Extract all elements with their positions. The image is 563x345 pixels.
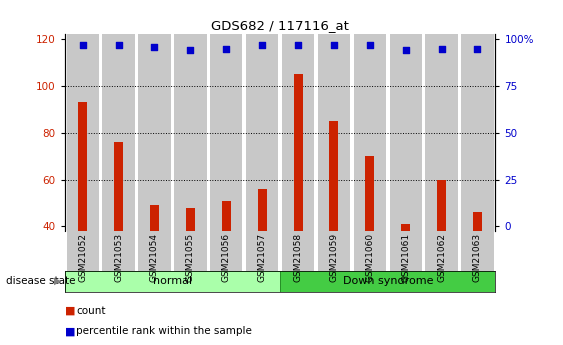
Text: ■: ■ [65, 306, 75, 315]
Point [293, 42, 302, 48]
Bar [174, 34, 207, 231]
Bar [318, 231, 350, 271]
Text: Down syndrome: Down syndrome [342, 276, 433, 286]
Text: GSM21052: GSM21052 [78, 233, 87, 282]
Point [150, 44, 159, 49]
Point [329, 42, 338, 48]
Bar [150, 205, 159, 231]
Text: GSM21062: GSM21062 [437, 233, 446, 282]
Point [114, 42, 123, 48]
Bar [461, 231, 494, 271]
Bar [329, 121, 338, 231]
Point [473, 46, 482, 51]
Text: GSM21059: GSM21059 [329, 233, 338, 282]
Text: disease state: disease state [6, 276, 75, 286]
Text: GSM21055: GSM21055 [186, 233, 195, 282]
Text: ■: ■ [65, 326, 75, 336]
Bar [66, 231, 99, 271]
Bar [280, 271, 495, 292]
Bar [354, 34, 386, 231]
Text: GSM21061: GSM21061 [401, 233, 410, 282]
Title: GDS682 / 117116_at: GDS682 / 117116_at [211, 19, 349, 32]
Bar [246, 231, 278, 271]
Text: GSM21058: GSM21058 [293, 233, 302, 282]
Text: GSM21060: GSM21060 [365, 233, 374, 282]
Bar [473, 213, 482, 231]
Bar [138, 34, 171, 231]
Text: GSM21053: GSM21053 [114, 233, 123, 282]
Text: GSM21056: GSM21056 [222, 233, 231, 282]
Bar [293, 74, 302, 231]
Text: count: count [76, 306, 105, 315]
Bar [138, 231, 171, 271]
Bar [246, 34, 278, 231]
Bar [318, 34, 350, 231]
Bar [102, 34, 135, 231]
Point [401, 48, 410, 53]
Bar [210, 34, 243, 231]
Text: ▶: ▶ [55, 276, 62, 286]
Text: GSM21063: GSM21063 [473, 233, 482, 282]
Point [78, 42, 87, 48]
Bar [66, 34, 99, 231]
Bar [354, 231, 386, 271]
Point [437, 46, 446, 51]
Bar [365, 156, 374, 231]
Bar [461, 34, 494, 231]
Bar [114, 142, 123, 231]
Text: GSM21057: GSM21057 [258, 233, 267, 282]
Bar [426, 34, 458, 231]
Bar [174, 231, 207, 271]
Point [186, 48, 195, 53]
Bar [390, 34, 422, 231]
Point [222, 46, 231, 51]
Bar [210, 231, 243, 271]
Bar [78, 102, 87, 231]
Text: percentile rank within the sample: percentile rank within the sample [76, 326, 252, 336]
Bar [222, 201, 231, 231]
Bar [282, 231, 314, 271]
Bar [258, 189, 267, 231]
Bar [390, 231, 422, 271]
Bar [282, 34, 314, 231]
Text: normal: normal [153, 276, 192, 286]
Bar [437, 180, 446, 231]
Bar [426, 231, 458, 271]
Bar [65, 271, 280, 292]
Bar [186, 208, 195, 231]
Text: GSM21054: GSM21054 [150, 233, 159, 282]
Point [365, 42, 374, 48]
Point [258, 42, 267, 48]
Bar [401, 224, 410, 231]
Bar [102, 231, 135, 271]
